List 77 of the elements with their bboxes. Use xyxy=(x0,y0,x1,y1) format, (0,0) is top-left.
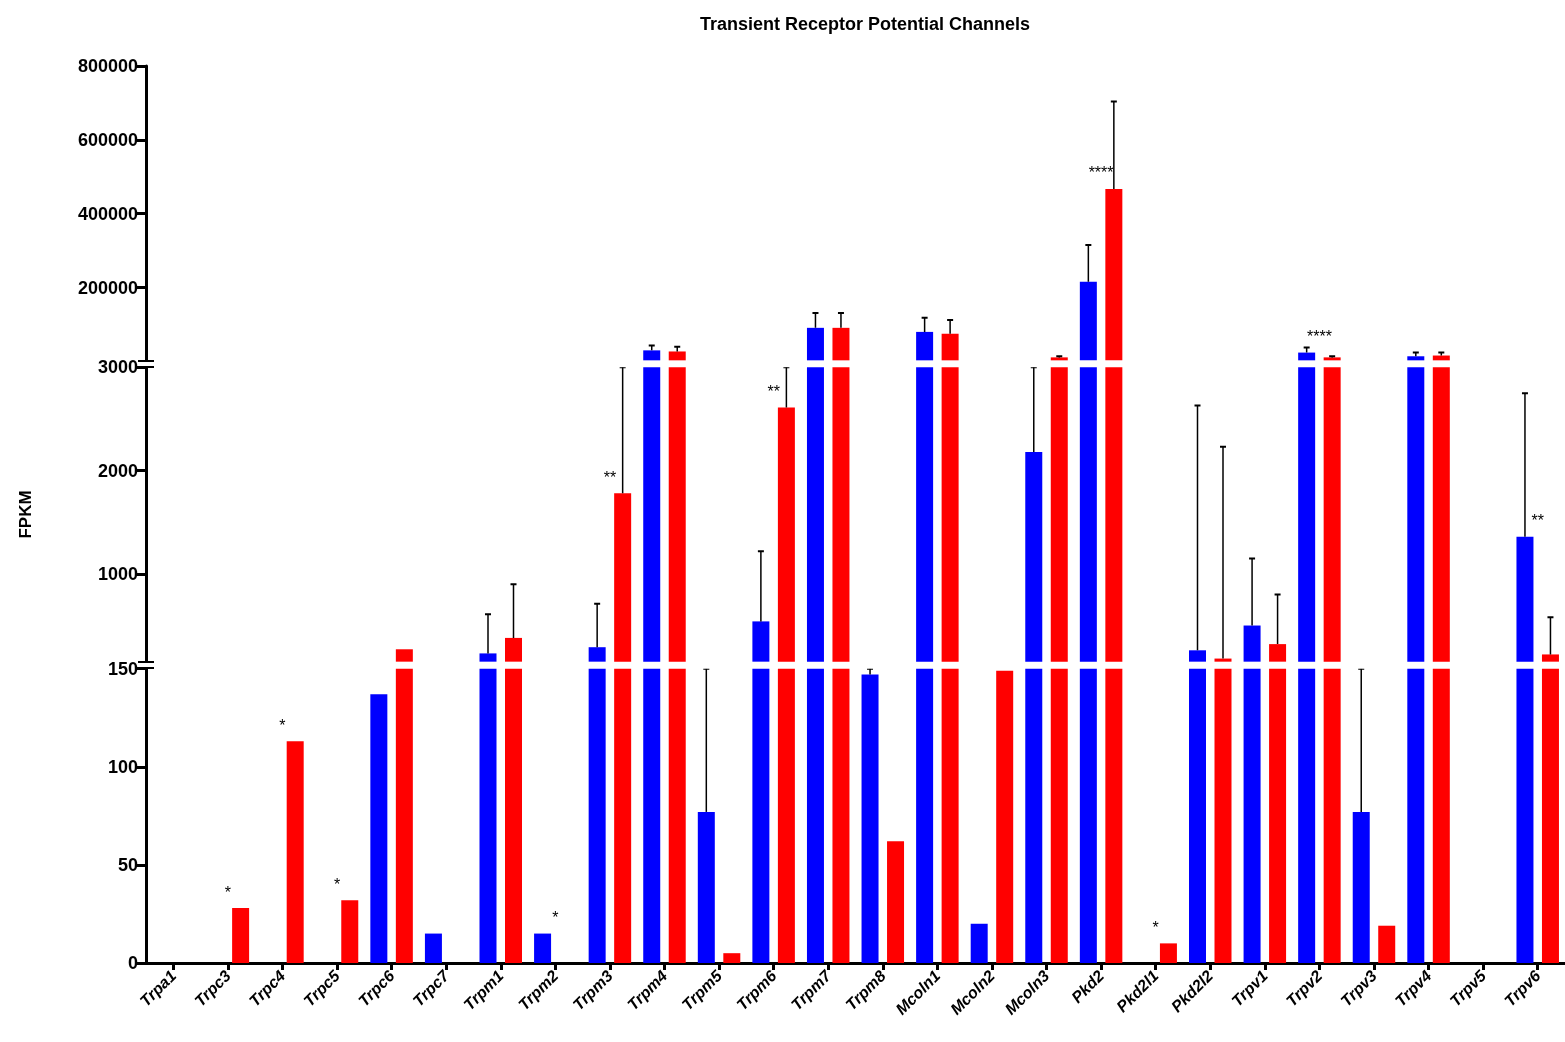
bar xyxy=(1352,811,1370,963)
bar xyxy=(832,327,850,361)
y-tick-label: 2000 xyxy=(97,460,138,481)
bar xyxy=(1298,668,1316,963)
bar xyxy=(806,668,824,963)
bar xyxy=(614,668,632,963)
annotation: ** xyxy=(767,383,780,401)
y-tick-label: 1000 xyxy=(97,563,138,584)
bar xyxy=(1079,668,1097,963)
bar xyxy=(861,674,879,963)
y-tick-label: 3000 xyxy=(97,357,138,378)
bar xyxy=(1214,668,1232,963)
bar xyxy=(916,331,934,361)
bar xyxy=(887,841,905,963)
bar xyxy=(941,668,959,963)
bar xyxy=(341,900,359,963)
bar xyxy=(505,668,522,963)
bar xyxy=(1541,668,1559,963)
bar xyxy=(395,668,413,963)
bar xyxy=(286,741,304,963)
bar xyxy=(916,668,934,963)
bar xyxy=(723,953,741,963)
bar xyxy=(588,668,606,963)
bar xyxy=(806,327,824,361)
bar xyxy=(832,668,850,963)
bar xyxy=(1105,188,1123,361)
bar xyxy=(996,670,1014,963)
bar xyxy=(1079,281,1097,361)
bar xyxy=(1105,668,1123,963)
bar xyxy=(1432,668,1450,963)
y-tick-label: 100 xyxy=(107,756,138,777)
annotation: **** xyxy=(1088,164,1114,182)
annotation: * xyxy=(1152,918,1159,936)
bar xyxy=(752,668,770,963)
bar xyxy=(1050,668,1068,963)
y-tick-label: 0 xyxy=(127,953,138,973)
bar xyxy=(1025,668,1043,963)
annotation: * xyxy=(552,909,559,927)
bar xyxy=(668,668,686,963)
bar xyxy=(534,933,552,963)
bar xyxy=(1516,668,1534,963)
bar xyxy=(1159,943,1177,963)
y-tick-label: 800000 xyxy=(77,56,138,76)
bar xyxy=(668,351,686,361)
annotation: **** xyxy=(1306,328,1332,346)
bar xyxy=(777,668,795,963)
y-tick-label: 50 xyxy=(117,854,138,875)
annotation: * xyxy=(333,875,341,893)
y-tick-label: 400000 xyxy=(77,203,138,224)
bar xyxy=(643,668,661,963)
bar xyxy=(370,694,388,963)
y-tick-label: 200000 xyxy=(77,277,138,298)
bar xyxy=(643,350,661,361)
y-tick-label: 600000 xyxy=(77,129,138,150)
bar xyxy=(941,333,959,361)
bar xyxy=(1378,925,1396,963)
bar xyxy=(1323,357,1341,361)
annotation: * xyxy=(224,883,231,901)
bar xyxy=(479,668,497,963)
bar xyxy=(1269,668,1287,963)
annotation: * xyxy=(279,716,286,734)
bar xyxy=(970,923,988,963)
bar xyxy=(1050,357,1068,361)
annotation: ** xyxy=(1531,512,1544,530)
bar xyxy=(1407,356,1425,361)
bar xyxy=(1323,668,1341,963)
bar xyxy=(424,933,442,963)
bar xyxy=(1189,668,1206,963)
chart-title: Transient Receptor Potential Channels xyxy=(699,14,1031,34)
bar xyxy=(1407,668,1425,963)
bar xyxy=(697,811,715,963)
y-tick-label: 150 xyxy=(107,658,138,679)
bar xyxy=(232,908,250,963)
bar xyxy=(1298,352,1316,361)
annotation: ** xyxy=(603,468,617,486)
y-axis-title: FPKM xyxy=(16,490,35,539)
bar xyxy=(1243,668,1261,963)
